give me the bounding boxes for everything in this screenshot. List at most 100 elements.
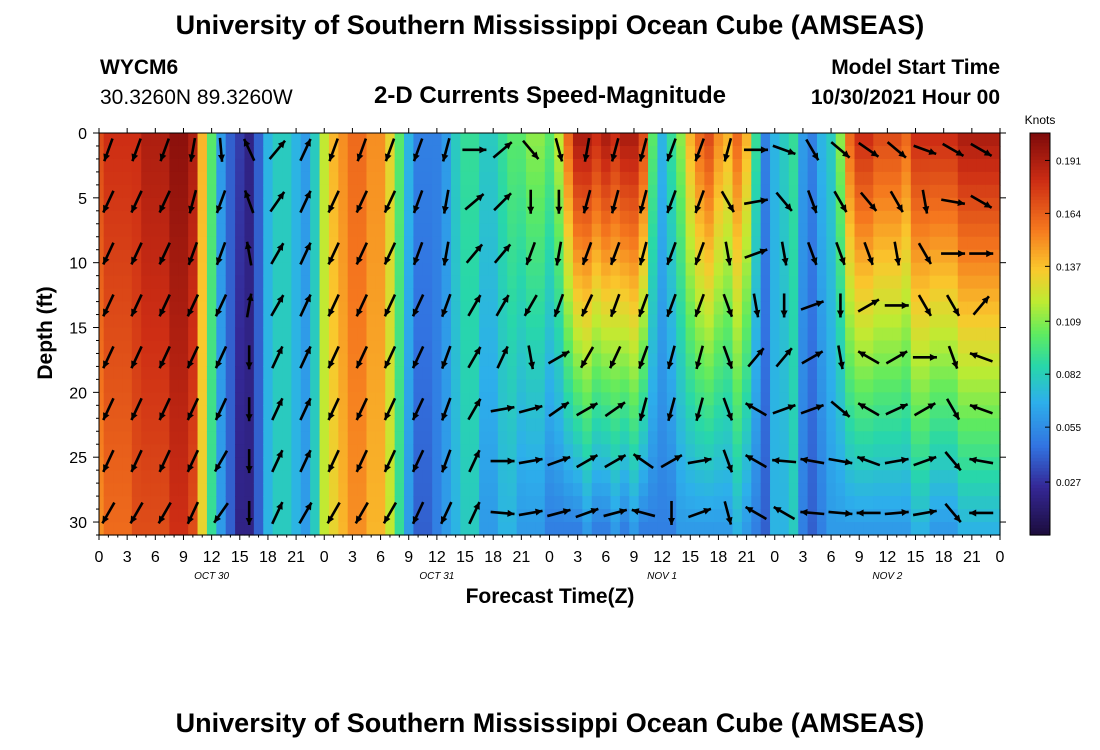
heatmap-cell <box>272 470 283 484</box>
heatmap-cell <box>957 314 968 329</box>
heatmap-cell <box>413 223 424 238</box>
heatmap-cell <box>516 340 527 355</box>
current-vector <box>856 509 881 517</box>
heatmap-cell <box>422 522 433 536</box>
heatmap-cell <box>676 236 687 251</box>
colorbar-swatch <box>1030 203 1050 208</box>
heatmap-cell <box>366 133 377 147</box>
heatmap-cell <box>816 236 827 251</box>
heatmap-cell <box>422 483 433 497</box>
heatmap-cell <box>422 133 433 147</box>
heatmap-cell <box>741 236 752 251</box>
vector-head <box>277 191 285 200</box>
heatmap-cell <box>366 431 377 445</box>
current-vector <box>158 397 171 421</box>
heatmap-cell <box>957 262 968 277</box>
heatmap-cell <box>347 158 358 173</box>
heatmap-cell <box>150 171 161 186</box>
vector-head <box>638 360 645 369</box>
heatmap-cell <box>619 223 630 238</box>
heatmap-cell <box>225 171 236 186</box>
heatmap-cell <box>263 457 274 471</box>
heatmap-cell <box>638 366 649 380</box>
heatmap-cell <box>929 171 940 186</box>
heatmap-cell <box>816 314 827 329</box>
heatmap-cell <box>488 340 499 355</box>
heatmap-cell <box>253 275 264 290</box>
heatmap-cell <box>779 340 790 355</box>
heatmap-cell <box>103 236 114 251</box>
heatmap-cell <box>554 262 565 277</box>
heatmap-cell <box>591 301 602 316</box>
heatmap-cell <box>216 171 227 186</box>
heatmap-cell <box>685 171 696 186</box>
vector-head <box>304 190 311 199</box>
current-vector <box>744 505 768 521</box>
heatmap-cell <box>788 431 799 445</box>
heatmap-cell <box>901 353 912 368</box>
heatmap-cell <box>347 133 358 147</box>
heatmap-cell <box>310 301 321 316</box>
heatmap-cell <box>760 522 771 536</box>
heatmap-cell <box>629 353 640 368</box>
heatmap-cell <box>253 496 264 510</box>
heatmap-cell <box>770 158 781 173</box>
heatmap-cell <box>770 145 781 160</box>
vector-head <box>638 153 646 162</box>
heatmap-cell <box>760 496 771 510</box>
heatmap-cell <box>113 301 124 316</box>
heatmap-cell <box>206 457 217 471</box>
heatmap-cell <box>497 158 508 173</box>
heatmap-cell <box>910 145 921 160</box>
current-vector <box>130 242 143 266</box>
vector-head <box>723 153 730 162</box>
heatmap-cell <box>225 223 236 238</box>
heatmap-cell <box>141 301 152 316</box>
heatmap-cell <box>788 236 799 251</box>
heatmap-cell <box>901 405 912 419</box>
heatmap-cell <box>469 249 480 264</box>
current-vector <box>130 294 143 317</box>
heatmap-cell <box>263 483 274 497</box>
heatmap-cell <box>845 379 856 393</box>
heatmap-cell <box>375 288 386 303</box>
heatmap-cell <box>366 457 377 471</box>
heatmap-cell <box>563 197 574 212</box>
heatmap-cell <box>751 262 762 277</box>
heatmap-cell <box>479 522 490 536</box>
heatmap-cell <box>507 340 518 355</box>
heatmap-cell <box>413 379 424 393</box>
heatmap-cell <box>319 366 330 380</box>
heatmap-cell <box>948 457 959 471</box>
heatmap-cell <box>178 496 189 510</box>
heatmap-cell <box>235 145 246 160</box>
heatmap-cell <box>507 496 518 510</box>
heatmap-cell <box>591 223 602 238</box>
heatmap-cell <box>413 418 424 432</box>
heatmap-cell <box>216 275 227 290</box>
heatmap-cell <box>619 379 630 393</box>
heatmap-cell <box>404 431 415 445</box>
heatmap-cell <box>450 171 461 186</box>
heatmap-cell <box>591 288 602 303</box>
vector-head <box>502 295 509 303</box>
heatmap-cell <box>169 249 180 264</box>
heatmap-cell <box>554 314 565 329</box>
heatmap-cell <box>235 236 246 251</box>
heatmap-cell <box>507 366 518 380</box>
vector-head <box>384 308 392 317</box>
heatmap-cell <box>544 496 555 510</box>
current-vector <box>830 141 851 159</box>
current-vector <box>102 345 115 369</box>
heatmap-cell <box>816 327 827 342</box>
vector-head <box>506 404 515 412</box>
heatmap-cell <box>807 158 818 173</box>
heatmap-cell <box>666 444 677 458</box>
heatmap-cell <box>488 184 499 199</box>
heatmap-cell <box>995 392 1001 406</box>
heatmap-cell <box>892 184 903 199</box>
current-vector <box>913 402 936 417</box>
heatmap-cell <box>920 236 931 251</box>
heatmap-cell <box>788 496 799 510</box>
heatmap-cell <box>404 223 415 238</box>
